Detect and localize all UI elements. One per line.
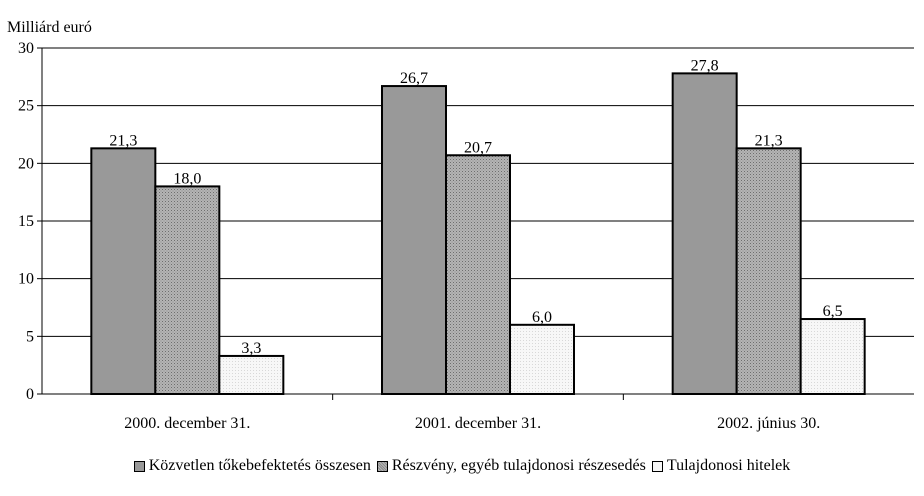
legend-label: Közvetlen tőkebefektetés összesen: [148, 457, 371, 474]
bar-series-3-3: [799, 318, 866, 395]
bar-series-1-3: [671, 72, 738, 396]
y-tick-label: 0: [26, 386, 34, 403]
legend-swatch: [133, 460, 145, 472]
legend-swatch: [651, 460, 663, 472]
x-category-label: 2000. december 31.: [124, 415, 250, 432]
data-label: 6,5: [823, 303, 843, 320]
bar-series-2-3: [735, 147, 802, 395]
data-label: 18,0: [173, 170, 201, 187]
bar-chart: Milliárd euró 0 5 10 15 20 25 30 2000. decembe…: [7, 19, 914, 432]
data-label: 3,3: [241, 340, 261, 357]
x-axis-labels: 2000. december 31. 2001. december 31. 2002…: [124, 415, 820, 432]
y-tick-label: 15: [18, 213, 34, 230]
y-tick-label: 20: [18, 155, 34, 172]
bar-series-1-2: [381, 85, 447, 395]
legend: Közvetlen tőkebefektetés összesen Részvén…: [0, 453, 924, 479]
legend-item: Részvény, egyéb tulajdonosi részesedés: [376, 457, 646, 475]
data-label: 21,3: [755, 132, 783, 149]
bar-series-2-2: [445, 154, 511, 395]
x-category-label: 2002. június 30.: [717, 415, 820, 432]
y-tick-label: 5: [26, 328, 34, 345]
x-category-label: 2001. december 31.: [415, 415, 541, 432]
legend-swatch: [376, 460, 388, 472]
y-tick-label: 30: [18, 40, 34, 57]
data-label: 21,3: [109, 132, 137, 149]
data-label: 20,7: [464, 139, 492, 156]
legend-label: Tulajdonosi hitelek: [666, 457, 791, 474]
data-label: 26,7: [400, 70, 428, 87]
data-label: 27,8: [691, 57, 719, 74]
axes: [41, 48, 914, 400]
y-tick-label: 25: [18, 98, 34, 115]
legend-label: Részvény, egyéb tulajdonosi részesedés: [391, 457, 646, 474]
bar-series-3-1: [218, 354, 285, 396]
y-tick-label: 10: [18, 271, 34, 288]
y-unit-label: Milliárd euró: [7, 19, 92, 36]
data-labels: 21,3 18,0 3,3 26,7 20,7 6,0 27,8 21,3 6,5: [109, 57, 842, 357]
bar-series-3-2: [509, 323, 575, 395]
bar-series-1-1: [90, 147, 157, 395]
bar-marks: [90, 72, 866, 396]
legend-item: Közvetlen tőkebefektetés összesen: [133, 457, 371, 475]
data-label: 6,0: [532, 309, 552, 326]
y-axis-ticks: 0 5 10 15 20 25 30: [18, 40, 42, 403]
bar-series-2-1: [154, 185, 221, 395]
legend-item: Tulajdonosi hitelek: [651, 457, 791, 475]
